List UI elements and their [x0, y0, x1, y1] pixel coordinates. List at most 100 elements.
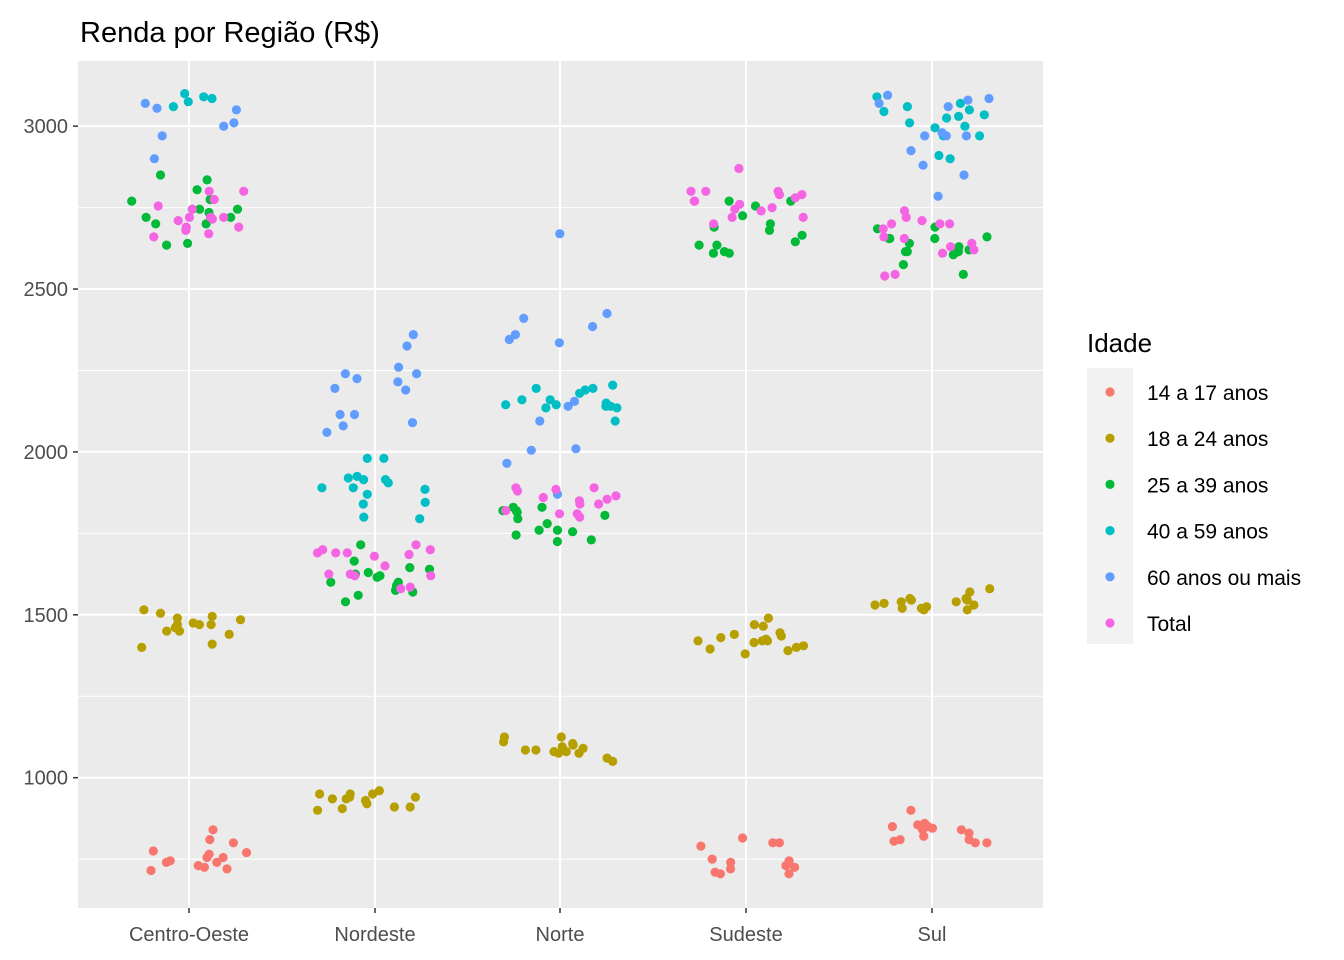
point-18-a-24-anos: [374, 786, 384, 796]
point-60-anos-ou-mais: [588, 321, 598, 332]
legend-key-background: [1087, 368, 1133, 644]
point-total: [899, 233, 909, 244]
point-60-anos-ou-mais: [338, 421, 348, 431]
point-total: [350, 571, 360, 581]
legend: Idade 14 a 17 anos 18 a 24 anos 25 a 39 an…: [1087, 328, 1301, 644]
point-25-a-39-anos: [900, 247, 911, 257]
point-total: [187, 204, 197, 214]
point-25-a-39-anos: [724, 196, 734, 206]
point-60-anos-ou-mais: [352, 374, 362, 384]
point-40-a-59-anos: [199, 92, 209, 102]
legend-title: Idade: [1087, 328, 1152, 358]
point-total: [405, 582, 415, 592]
point-60-anos-ou-mais: [393, 377, 403, 387]
point-14-a-17-anos: [781, 861, 791, 871]
point-40-a-59-anos: [934, 150, 944, 161]
point-total: [204, 229, 214, 239]
point-60-anos-ou-mais: [554, 338, 565, 348]
point-40-a-59-anos: [517, 395, 527, 405]
point-14-a-17-anos: [790, 862, 800, 872]
point-60-anos-ou-mais: [535, 416, 545, 426]
point-total: [425, 545, 435, 555]
point-total: [511, 483, 521, 493]
point-40-a-59-anos: [551, 400, 561, 410]
y-tick-label: 1500: [24, 605, 69, 627]
point-18-a-24-anos: [775, 628, 785, 638]
point-18-a-24-anos: [962, 605, 972, 615]
point-18-a-24-anos: [368, 789, 378, 799]
legend-key-1: [1105, 433, 1115, 443]
point-60-anos-ou-mais: [571, 444, 581, 454]
point-total: [342, 548, 352, 558]
point-25-a-39-anos: [162, 240, 172, 250]
point-14-a-17-anos: [970, 838, 980, 848]
point-60-anos-ou-mais: [502, 458, 512, 468]
point-60-anos-ou-mais: [920, 131, 930, 141]
point-60-anos-ou-mais: [555, 229, 565, 239]
point-25-a-39-anos: [151, 219, 161, 229]
point-25-a-39-anos: [694, 240, 704, 250]
point-total: [917, 216, 927, 226]
point-18-a-24-anos: [758, 621, 768, 631]
point-total: [709, 219, 719, 229]
point-18-a-24-anos: [315, 789, 325, 799]
point-14-a-17-anos: [895, 835, 905, 845]
legend-label: 40 a 59 anos: [1147, 521, 1268, 544]
point-40-a-59-anos: [358, 499, 368, 509]
point-60-anos-ou-mais: [330, 383, 340, 393]
point-40-a-59-anos: [343, 473, 353, 483]
point-60-anos-ou-mais: [408, 330, 418, 340]
point-18-a-24-anos: [729, 629, 739, 640]
point-total: [575, 499, 585, 509]
point-total: [380, 561, 390, 571]
point-18-a-24-anos: [951, 597, 961, 607]
point-total: [239, 186, 249, 196]
point-18-a-24-anos: [194, 620, 204, 630]
point-total: [369, 551, 379, 561]
point-14-a-17-anos: [218, 852, 228, 863]
point-60-anos-ou-mais: [933, 191, 943, 201]
point-40-a-59-anos: [531, 383, 541, 393]
point-60-anos-ou-mais: [569, 396, 580, 406]
point-40-a-59-anos: [879, 106, 889, 117]
point-18-a-24-anos: [137, 642, 147, 653]
point-total: [209, 194, 219, 205]
point-40-a-59-anos: [317, 483, 327, 493]
point-18-a-24-anos: [969, 600, 979, 610]
point-total: [935, 219, 945, 229]
point-14-a-17-anos: [208, 825, 218, 835]
point-total: [411, 540, 421, 550]
point-14-a-17-anos: [696, 841, 706, 851]
point-total: [756, 206, 766, 216]
point-18-a-24-anos: [716, 633, 726, 643]
point-14-a-17-anos: [982, 838, 992, 848]
point-14-a-17-anos: [906, 805, 916, 815]
point-total: [735, 199, 745, 209]
point-total: [575, 512, 585, 522]
point-18-a-24-anos: [410, 792, 420, 802]
point-40-a-59-anos: [608, 380, 618, 390]
point-25-a-39-anos: [712, 240, 722, 250]
point-25-a-39-anos: [340, 597, 351, 607]
legend-key-2: [1105, 479, 1115, 489]
point-60-anos-ou-mais: [340, 369, 350, 379]
point-total: [173, 216, 183, 226]
point-18-a-24-anos: [360, 795, 371, 806]
point-25-a-39-anos: [724, 248, 734, 258]
point-total: [331, 548, 341, 558]
point-total: [701, 186, 711, 196]
point-60-anos-ou-mais: [229, 118, 239, 128]
point-40-a-59-anos: [942, 113, 952, 123]
point-25-a-39-anos: [372, 572, 382, 582]
point-25-a-39-anos: [537, 502, 547, 512]
point-40-a-59-anos: [964, 105, 975, 115]
point-40-a-59-anos: [902, 102, 913, 112]
point-25-a-39-anos: [586, 535, 596, 545]
x-axis: Centro-Oeste Nordeste Norte Sudeste Sul: [129, 908, 946, 946]
point-14-a-17-anos: [241, 848, 252, 858]
point-40-a-59-anos: [541, 403, 551, 413]
point-18-a-24-anos: [896, 597, 906, 607]
point-60-anos-ou-mais: [526, 445, 536, 455]
point-60-anos-ou-mais: [394, 362, 404, 372]
point-14-a-17-anos: [193, 861, 203, 871]
